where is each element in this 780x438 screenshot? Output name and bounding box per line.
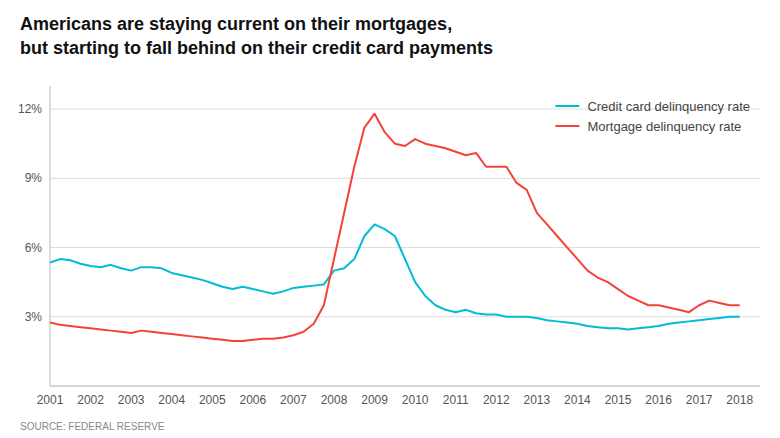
x-tick-label: 2002: [77, 393, 104, 407]
source: SOURCE: FEDERAL RESERVE: [20, 421, 165, 432]
x-tick-label: 2005: [199, 393, 226, 407]
x-tick-label: 2018: [726, 393, 753, 407]
legend-item: Mortgage delinquency rate: [555, 119, 741, 134]
x-tick-label: 2013: [524, 393, 551, 407]
title: Americans are staying current on their m…: [20, 14, 452, 34]
x-tick-label: 2016: [645, 393, 672, 407]
legend-swatch: [555, 105, 579, 107]
subtitle: but starting to fall behind on their cre…: [20, 38, 493, 58]
x-tick-label: 2007: [280, 393, 307, 407]
x-tick-label: 2006: [240, 393, 267, 407]
legend: Credit card delinquency rate Mortgage del…: [555, 99, 750, 134]
chart: Americans are staying current on their m…: [0, 0, 780, 438]
x-tick-label: 2017: [686, 393, 713, 407]
grid-line: [50, 316, 760, 317]
x-tick-label: 2009: [361, 393, 388, 407]
y-tick-label: 12%: [18, 102, 42, 116]
grid-line: [50, 178, 760, 179]
legend-swatch: [555, 125, 579, 127]
x-tick-label: 2008: [321, 393, 348, 407]
legend-label: Credit card delinquency rate: [587, 99, 750, 114]
x-tick-label: 2014: [564, 393, 591, 407]
y-tick-label: 9%: [25, 171, 43, 185]
x-tick-label: 2001: [37, 393, 64, 407]
x-tick-label: 2012: [483, 393, 510, 407]
grid-line: [50, 247, 760, 248]
x-tick-label: 2010: [402, 393, 429, 407]
legend-label: Mortgage delinquency rate: [587, 119, 741, 134]
x-axis-line: [50, 386, 760, 387]
y-axis-line: [50, 86, 51, 386]
x-tick-label: 2004: [158, 393, 185, 407]
grid: [50, 109, 760, 317]
y-tick-label: 3%: [25, 310, 43, 324]
lines: [50, 114, 740, 341]
series-line: [50, 224, 740, 329]
x-tick-label: 2015: [605, 393, 632, 407]
x-tick-label: 2003: [118, 393, 145, 407]
legend-item: Credit card delinquency rate: [555, 99, 750, 114]
y-tick-label: 6%: [25, 241, 43, 255]
series-line: [50, 114, 740, 341]
x-tick-label: 2011: [443, 393, 469, 407]
